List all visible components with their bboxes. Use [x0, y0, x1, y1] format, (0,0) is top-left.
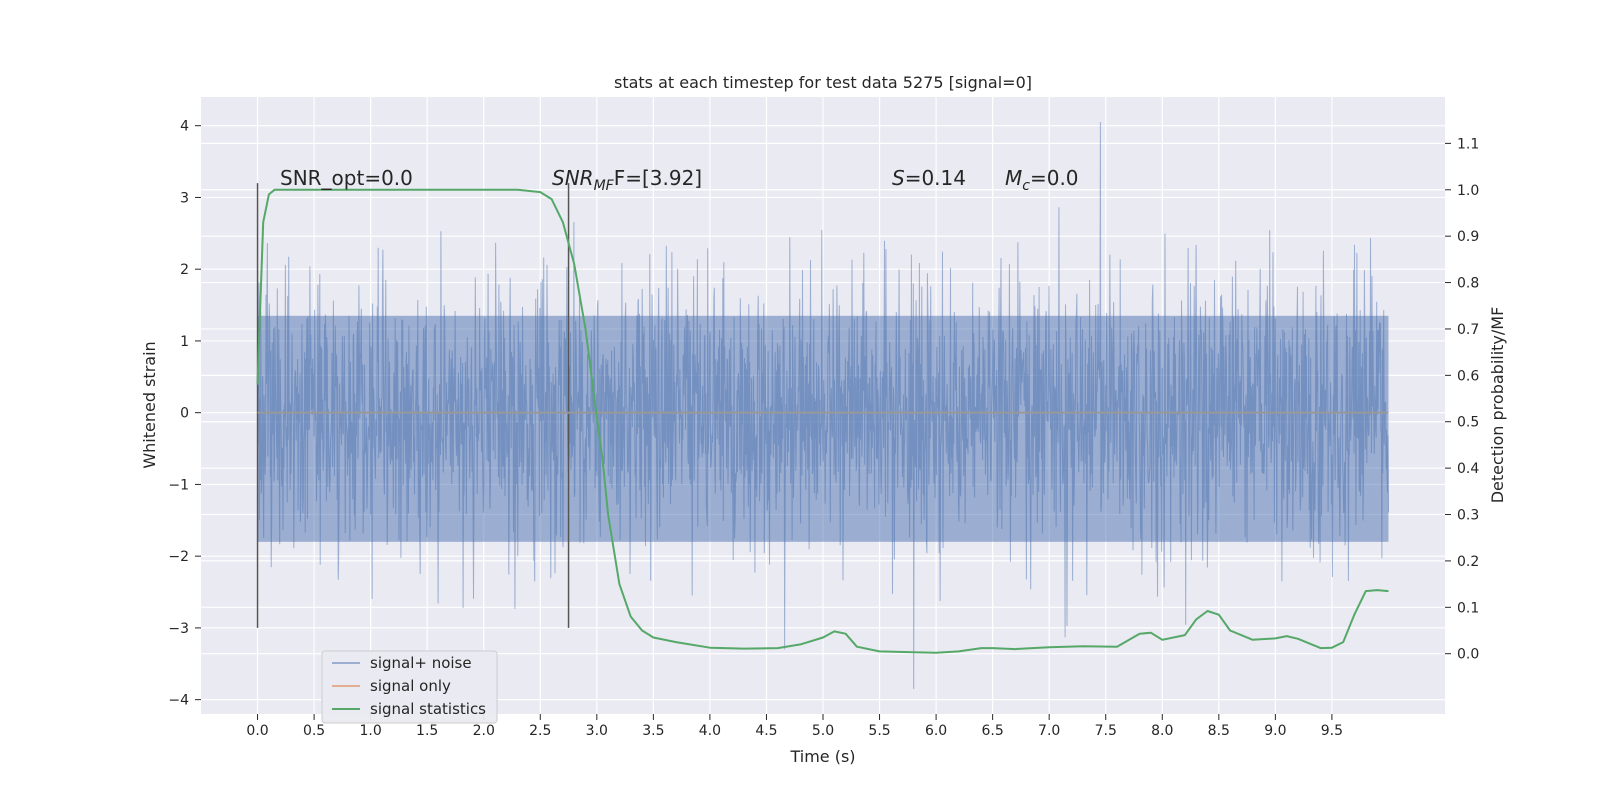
legend-label-signal-only: signal only: [370, 677, 451, 695]
y2-tick-label: 0.4: [1457, 461, 1479, 477]
signal-noise-series: [257, 122, 1389, 689]
y-tick-label: 3: [180, 190, 189, 206]
x-tick-label: 6.5: [982, 723, 1004, 739]
legend-box: [321, 650, 498, 724]
signal-statistics-series: [256, 188, 1389, 654]
x-tick-label: 4.5: [755, 723, 777, 739]
x-tick-label: 5.0: [812, 723, 834, 739]
y2-tick-label: 1.0: [1457, 183, 1479, 199]
y2-axis-ticks: 1.1 1.0 0.9 0.8 0.7 0.6 0.5 0.4 0.3 0.2 0.1 0.0: [1445, 136, 1479, 663]
y2-tick-label: 0.6: [1457, 368, 1479, 384]
y-tick-label: −4: [168, 693, 189, 709]
y-tick-label: −3: [168, 621, 189, 637]
legend: signal+ noise signal only signal statist…: [321, 650, 498, 724]
y2-tick-label: 0.8: [1457, 276, 1479, 292]
y2-tick-label: 0.9: [1457, 229, 1479, 245]
y-tick-label: 4: [180, 119, 189, 135]
x-tick-label: 3.5: [642, 723, 664, 739]
x-tick-label: 9.0: [1264, 723, 1286, 739]
annotation-mc: Mc=0.0: [1005, 166, 1079, 194]
y2-axis-label: Detection probability/MF: [1488, 307, 1507, 504]
y-tick-label: −1: [168, 477, 189, 493]
y-axis-label: Whitened strain: [140, 341, 159, 468]
x-tick-label: 1.0: [360, 723, 382, 739]
y-tick-label: 0: [180, 406, 189, 422]
annotation-snr-opt: SNR_opt=0.0: [280, 166, 413, 190]
x-tick-label: 7.5: [1095, 723, 1117, 739]
x-tick-label: 8.0: [1151, 723, 1173, 739]
x-tick-label: 7.0: [1038, 723, 1060, 739]
annotation-s: S=0.14: [892, 166, 966, 190]
x-tick-label: 2.5: [529, 723, 551, 739]
x-axis-label: Time (s): [789, 747, 855, 766]
x-tick-label: 5.5: [868, 723, 890, 739]
legend-label-signal-statistics: signal statistics: [370, 700, 486, 718]
x-tick-label: 6.0: [925, 723, 947, 739]
signal-statistics-line: [256, 188, 1389, 654]
x-tick-label: 8.5: [1208, 723, 1230, 739]
y2-tick-label: 0.0: [1457, 647, 1479, 663]
y2-tick-label: 0.1: [1457, 600, 1479, 616]
x-tick-label: 4.0: [699, 723, 721, 739]
chart-title: stats at each timestep for test data 527…: [614, 73, 1032, 92]
x-tick-label: 0.0: [246, 723, 268, 739]
x-tick-label: 1.5: [416, 723, 438, 739]
annotation-snr-mf: SNRMFF=[3.92]: [552, 166, 702, 194]
y-tick-label: 2: [180, 262, 189, 278]
y2-tick-label: 0.2: [1457, 554, 1479, 570]
signal-noise-line: [257, 122, 1389, 689]
y2-tick-label: 1.1: [1457, 136, 1479, 152]
x-tick-label: 0.5: [303, 723, 325, 739]
x-tick-label: 2.0: [473, 723, 495, 739]
x-tick-label: 3.0: [586, 723, 608, 739]
x-tick-label: 9.5: [1321, 723, 1343, 739]
legend-label-signal-noise: signal+ noise: [370, 654, 472, 672]
y2-tick-label: 0.3: [1457, 508, 1479, 524]
y-tick-label: 1: [180, 334, 189, 350]
x-axis-ticks: 0.0 0.5 1.0 1.5 2.0 2.5 3.0 3.5 4.0 4.5 5.0 5.5 6.0 6…: [246, 714, 1343, 739]
vertical-markers: [256, 183, 570, 628]
y2-tick-label: 0.7: [1457, 322, 1479, 338]
y-axis-ticks: 4 3 2 1 0 −1 −2 −3 −4: [168, 119, 201, 709]
y2-tick-label: 0.5: [1457, 415, 1479, 431]
y-tick-label: −2: [168, 549, 189, 565]
